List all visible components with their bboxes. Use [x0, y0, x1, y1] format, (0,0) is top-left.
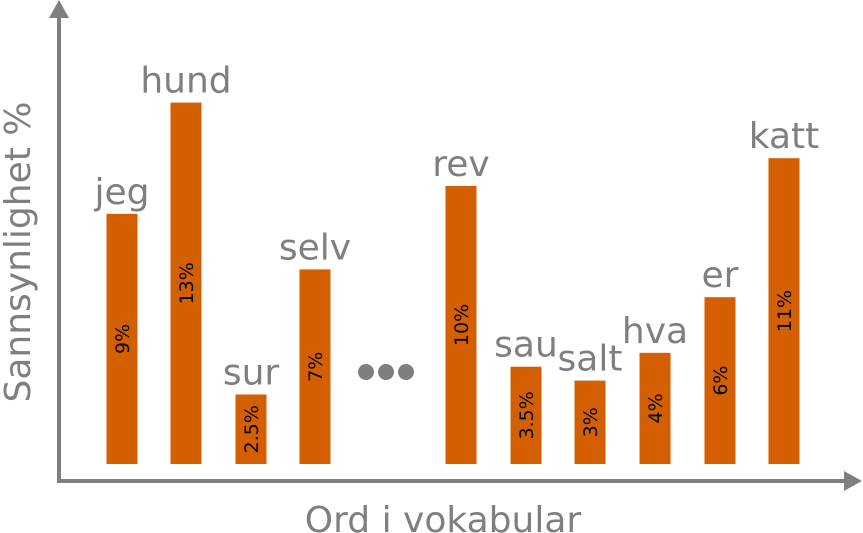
ellipsis-marker [358, 364, 414, 380]
value-label-selv: 7% [305, 352, 327, 382]
category-label-hund: hund [140, 61, 231, 102]
value-label-sur: 2.5% [241, 405, 263, 453]
value-label-er: 6% [710, 366, 732, 396]
value-label-jeg: 9% [112, 324, 134, 354]
category-label-rev: rev [432, 144, 489, 185]
category-label-salt: salt [558, 339, 623, 380]
bar-selv [299, 269, 331, 464]
bar-hund [170, 102, 202, 464]
bar-er [704, 297, 736, 464]
ellipsis-dot-1 [358, 364, 374, 380]
category-label-selv: selv [279, 227, 351, 268]
value-label-hund: 13% [176, 262, 198, 304]
bar-salt [574, 380, 606, 464]
category-label-jeg: jeg [93, 172, 149, 213]
category-label-er: er [702, 255, 739, 296]
bar-katt [768, 158, 800, 464]
ellipsis-dot-2 [378, 364, 394, 380]
bar-sau [510, 366, 542, 464]
category-label-sau: sau [494, 325, 558, 366]
value-label-hva: 4% [645, 393, 667, 423]
value-label-katt: 11% [774, 290, 796, 332]
x-axis-title: Ord i vokabular [305, 500, 582, 533]
bars-layer: jeg 9% hund 13% sur 2.5% selv 7% rev 10% sau 3.5% sa… [93, 61, 819, 464]
ellipsis-dot-3 [398, 364, 414, 380]
category-label-katt: katt [749, 116, 820, 157]
y-axis-arrowhead [49, 0, 69, 18]
category-label-hva: hva [622, 311, 688, 352]
x-axis-arrowhead [844, 471, 862, 491]
y-axis-title: Sannsynlighet % [0, 101, 39, 402]
bar-rev [445, 186, 477, 464]
category-label-sur: sur [223, 353, 280, 394]
bar-sur [235, 394, 267, 464]
value-label-salt: 3% [580, 407, 602, 437]
value-label-rev: 10% [451, 304, 473, 346]
bar-hva [639, 352, 671, 464]
value-label-sau: 3.5% [516, 391, 538, 439]
bar-jeg [106, 213, 138, 464]
